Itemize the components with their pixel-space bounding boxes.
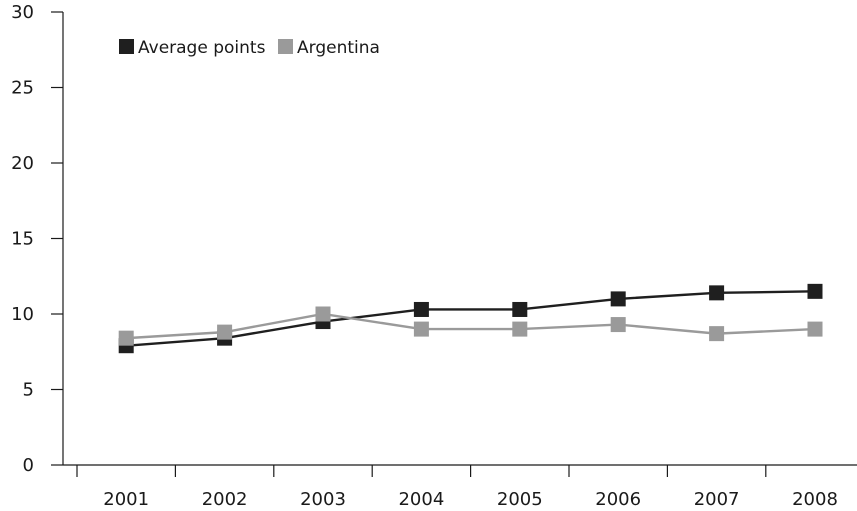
legend-label: Argentina bbox=[297, 38, 380, 58]
y-tick-label: 25 bbox=[11, 78, 34, 99]
x-tick-label: 2002 bbox=[202, 489, 248, 510]
x-tick-label: 2003 bbox=[300, 489, 346, 510]
y-tick-label: 20 bbox=[11, 153, 34, 174]
series-line bbox=[126, 290, 816, 347]
series-average-points bbox=[118, 283, 823, 354]
y-axis-ticks: 0 5 10 15 20 25 30 bbox=[11, 2, 63, 476]
data-point-marker bbox=[217, 324, 233, 340]
x-tick-label: 2004 bbox=[398, 489, 444, 510]
x-tick-label: 2005 bbox=[497, 489, 543, 510]
data-point-marker bbox=[807, 321, 823, 337]
data-point-marker bbox=[315, 306, 331, 322]
x-tick-label: 2006 bbox=[595, 489, 641, 510]
y-tick-label: 10 bbox=[11, 304, 34, 325]
x-tick-label: 2008 bbox=[792, 489, 838, 510]
legend-label: Average points bbox=[138, 38, 266, 58]
data-point-marker bbox=[118, 330, 134, 346]
legend: Average points Argentina bbox=[119, 38, 380, 58]
data-point-marker bbox=[413, 301, 429, 317]
series-line bbox=[126, 312, 816, 340]
series-layer bbox=[118, 283, 823, 354]
legend-swatch bbox=[119, 39, 134, 54]
y-tick-label: 15 bbox=[11, 229, 34, 250]
y-tick-label: 0 bbox=[23, 455, 34, 476]
x-tick-label: 2007 bbox=[694, 489, 740, 510]
legend-swatch bbox=[278, 39, 293, 54]
data-point-marker bbox=[610, 317, 626, 333]
data-point-marker bbox=[413, 321, 429, 337]
y-tick-label: 5 bbox=[23, 380, 34, 401]
x-tick-label: 2001 bbox=[103, 489, 149, 510]
y-tick-label: 30 bbox=[11, 2, 34, 23]
data-point-marker bbox=[512, 321, 528, 337]
series-argentina bbox=[118, 306, 823, 346]
data-point-marker bbox=[610, 291, 626, 307]
data-point-marker bbox=[709, 326, 725, 342]
data-point-marker bbox=[709, 285, 725, 301]
data-point-marker bbox=[512, 301, 528, 317]
x-axis-ticks: 2001 2002 2003 2004 2005 2006 2007 2008 bbox=[76, 465, 838, 510]
data-point-marker bbox=[807, 283, 823, 299]
